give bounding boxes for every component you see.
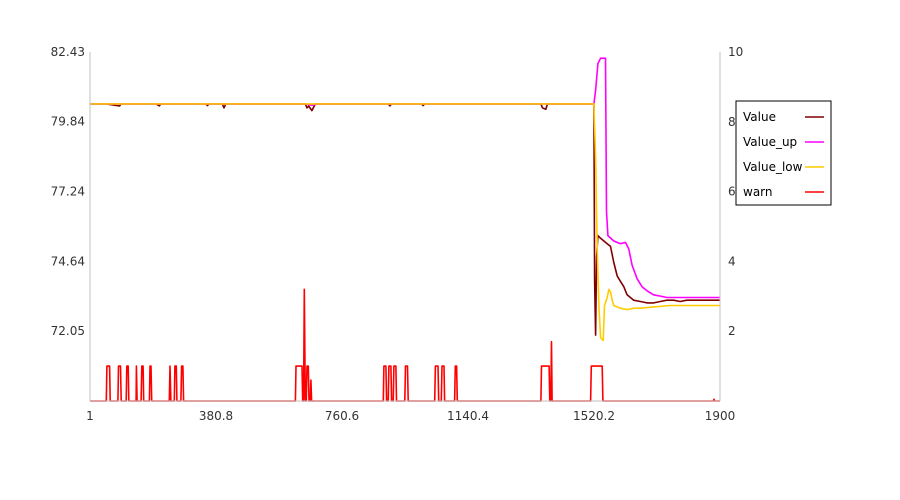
- series-line-warn: [90, 288, 720, 402]
- y-left-tick-label: 77.24: [51, 185, 85, 199]
- legend-box: [735, 100, 832, 206]
- x-tick-label: 1520.2: [573, 409, 615, 423]
- y-right-tick-label: 6: [728, 185, 736, 199]
- y-left-tick-label: 82.43: [51, 45, 85, 59]
- legend-label: Value_low: [743, 160, 803, 174]
- x-tick-label: 1900: [705, 409, 736, 423]
- tick-labels: 1 380.8 760.6 1140.4 1520.2 1900 72.05 74.64 77.…: [51, 45, 744, 423]
- x-tick-label: 380.8: [199, 409, 233, 423]
- series-line-value-low: [90, 103, 720, 342]
- y-right-tick-label: 4: [728, 254, 736, 268]
- legend-label: Value: [743, 110, 776, 124]
- y-right-tick-label: 10: [728, 45, 743, 59]
- series-line-value-up: [90, 57, 720, 299]
- legend-label: warn: [743, 185, 773, 199]
- x-tick-label: 1140.4: [447, 409, 489, 423]
- series-line-value: [90, 103, 720, 336]
- plot-lines: [90, 57, 720, 402]
- y-right-tick-label: 2: [728, 324, 736, 338]
- x-tick-label: 760.6: [325, 409, 359, 423]
- axes: [89, 52, 721, 402]
- y-left-tick-label: 79.84: [51, 115, 85, 129]
- y-left-tick-label: 74.64: [51, 254, 85, 268]
- y-left-tick-label: 72.05: [51, 324, 85, 338]
- x-tick-label: 1: [86, 409, 94, 423]
- y-right-tick-label: 8: [728, 115, 736, 129]
- legend-label: Value_up: [743, 135, 797, 149]
